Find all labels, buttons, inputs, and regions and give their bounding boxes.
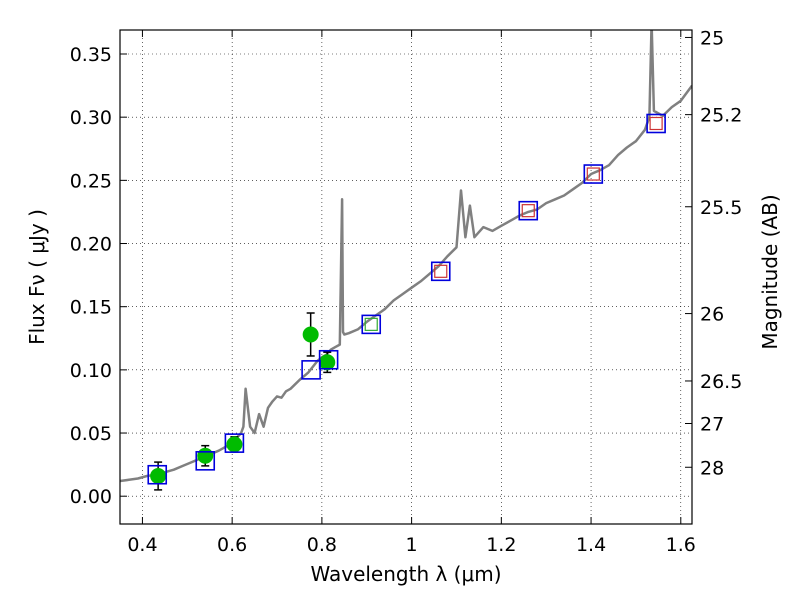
model-point bbox=[646, 113, 666, 134]
model-point-inner bbox=[649, 116, 663, 131]
model-point bbox=[430, 261, 451, 282]
y2-tick-label: 26.5 bbox=[700, 371, 742, 393]
x-tick-label: 0.8 bbox=[307, 534, 337, 556]
y-tick-label: 0.15 bbox=[70, 297, 112, 319]
model-point bbox=[147, 464, 168, 485]
observed-point bbox=[302, 326, 319, 343]
x-tick-label: 1 bbox=[406, 534, 418, 556]
model-point bbox=[361, 314, 382, 335]
model-point bbox=[301, 360, 321, 380]
model-point-inner bbox=[434, 264, 448, 278]
model-point bbox=[195, 451, 216, 471]
y-axis-label: Flux Fν ( μJy ) bbox=[25, 209, 49, 345]
observed-point bbox=[226, 436, 243, 453]
model-point bbox=[318, 349, 339, 370]
y-tick-label: 0.20 bbox=[70, 234, 112, 256]
x-tick-label: 0.4 bbox=[127, 534, 157, 556]
y2-tick-label: 26 bbox=[700, 304, 724, 326]
y-tick-label: 0.10 bbox=[70, 360, 112, 382]
y2-tick-label: 25.2 bbox=[700, 105, 742, 127]
ticks: 0.4 0.6 0.8 1 1.2 1.4 1.6 0.00 0.05 0.10 0.15 0.20 0… bbox=[70, 27, 743, 556]
x-tick-label: 1.6 bbox=[666, 534, 696, 556]
y2-tick-label: 27 bbox=[700, 413, 724, 435]
y2-tick-label: 25 bbox=[700, 27, 724, 49]
model-point-inner bbox=[364, 317, 378, 331]
x-axis-label: Wavelength λ (μm) bbox=[310, 562, 501, 586]
axes-frame bbox=[119, 29, 693, 525]
model-point bbox=[583, 164, 604, 184]
observed-point bbox=[319, 354, 336, 371]
observed-point bbox=[150, 467, 167, 484]
y-tick-label: 0.35 bbox=[70, 44, 112, 66]
x-tick-label: 1.2 bbox=[486, 534, 516, 556]
x-tick-label: 0.6 bbox=[217, 534, 247, 556]
model-point bbox=[518, 200, 539, 221]
y2-axis-label: Magnitude (AB) bbox=[758, 194, 782, 349]
y2-tick-label: 25.5 bbox=[700, 197, 742, 219]
x-tick-label: 1.4 bbox=[576, 534, 606, 556]
y-tick-label: 0.00 bbox=[70, 486, 112, 508]
y2-tick-label: 28 bbox=[700, 457, 724, 479]
model-point bbox=[224, 433, 245, 453]
model-point-inner bbox=[586, 167, 600, 181]
y-tick-label: 0.25 bbox=[70, 170, 112, 192]
plot-area bbox=[120, 30, 692, 491]
y-tick-label: 0.05 bbox=[70, 423, 112, 445]
y-tick-label: 0.30 bbox=[70, 107, 112, 129]
model-point-inner bbox=[521, 204, 535, 218]
observed-point bbox=[197, 447, 214, 464]
